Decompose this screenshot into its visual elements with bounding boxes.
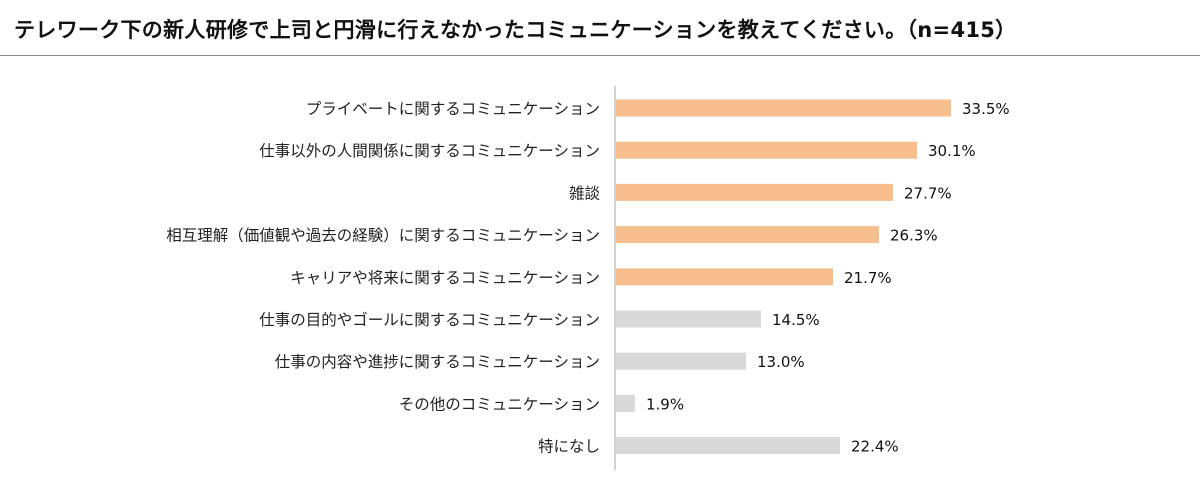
bar	[616, 141, 917, 159]
category-label: その他のコミュニケーション	[399, 395, 600, 413]
data-label: 26.3%	[890, 227, 938, 245]
category-label: プライベートに関するコミュニケーション	[306, 100, 600, 118]
category-label: 仕事の目的やゴールに関するコミュニケーション	[259, 310, 600, 329]
data-label: 30.1%	[928, 142, 976, 160]
data-label: 21.7%	[844, 269, 892, 287]
data-label: 1.9%	[646, 395, 684, 413]
bar	[616, 352, 746, 370]
category-label: 相互理解（価値観や過去の経験）に関するコミュニケーション	[166, 227, 600, 245]
category-label: キャリアや将来に関するコミュニケーション	[290, 269, 600, 287]
bar	[616, 310, 761, 328]
title-divider	[0, 55, 1200, 56]
bar	[616, 437, 840, 455]
category-label: 仕事の内容や進捗に関するコミュニケーション	[275, 353, 600, 371]
chart-title: テレワーク下の新人研修で上司と円滑に行えなかったコミュニケーションを教えてくださ…	[14, 18, 1017, 42]
data-label: 22.4%	[851, 438, 899, 456]
category-label: 仕事以外の人間関係に関するコミュニケーション	[259, 142, 600, 160]
data-label: 13.0%	[757, 353, 805, 371]
bar	[616, 99, 951, 117]
bar	[616, 183, 893, 201]
data-label: 14.5%	[772, 311, 820, 329]
category-label: 特になし	[538, 438, 600, 456]
bar	[616, 226, 879, 244]
category-label: 雑談	[569, 184, 600, 202]
bar	[616, 394, 635, 412]
data-label: 27.7%	[904, 184, 952, 202]
bar	[616, 268, 833, 286]
data-label: 33.5%	[962, 100, 1010, 118]
